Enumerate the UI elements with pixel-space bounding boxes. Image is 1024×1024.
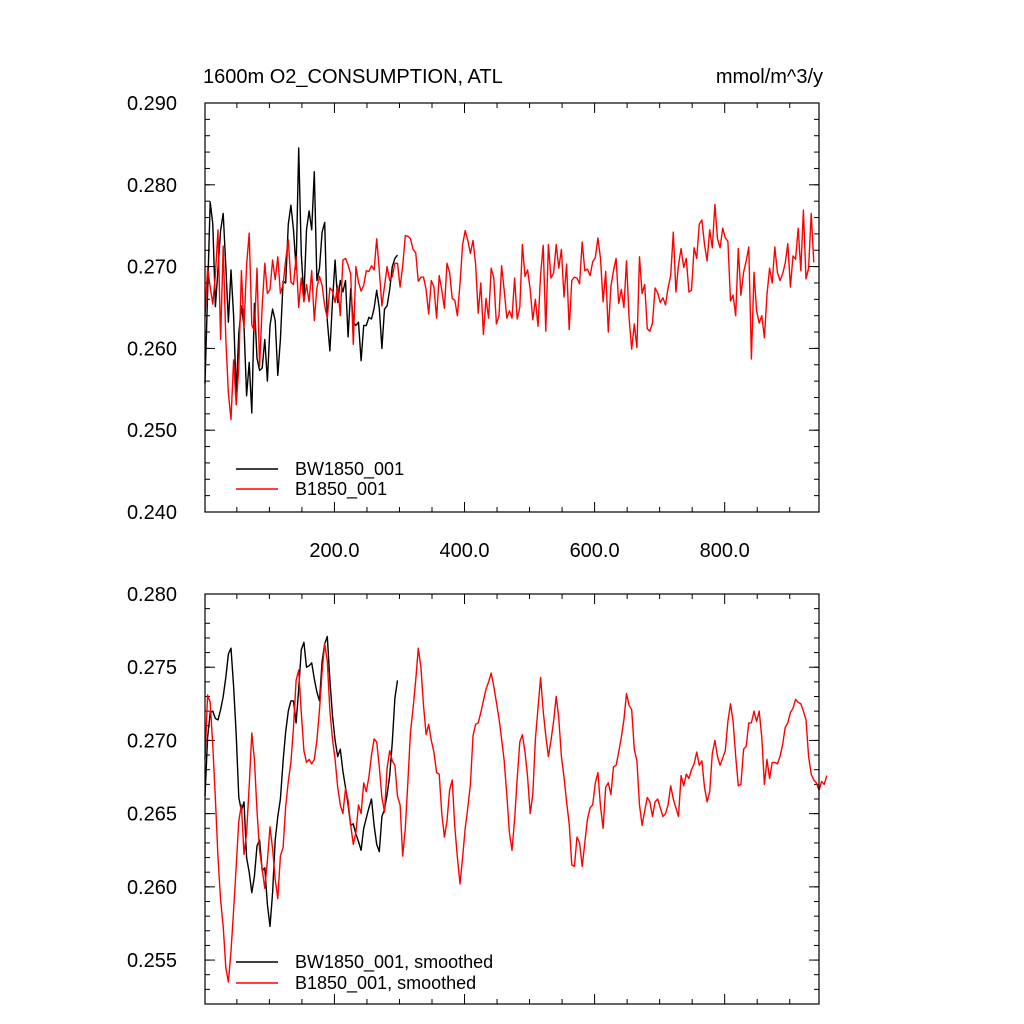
bottom-y-tick-label: 0.255	[127, 950, 177, 972]
top-x-tick-label: 400.0	[439, 540, 489, 562]
top-y-tick-label: 0.290	[127, 93, 177, 115]
top-x-tick-label: 600.0	[570, 540, 620, 562]
bottom-y-tick-label: 0.260	[127, 877, 177, 899]
bottom-series-line-b1850	[204, 643, 828, 983]
bottom-panel: 0.255 0.260 0.265 0.270 0.275 0.280 BW1850_00…	[127, 584, 828, 1005]
top-x-tick-label: 800.0	[700, 540, 750, 562]
bottom-plot-frame	[204, 593, 820, 1005]
top-series-line-b1850	[204, 203, 815, 421]
bottom-series-line-bw1850	[204, 635, 399, 928]
bottom-axis-ticks: 0.255 0.260 0.265 0.270 0.275 0.280	[127, 584, 819, 1005]
top-series-line-bw1850	[204, 147, 399, 414]
top-plot-frame	[204, 102, 820, 513]
top-legend-label-bw1850: BW1850_001	[295, 459, 404, 480]
bottom-y-tick-label: 0.275	[127, 657, 177, 679]
top-x-tick-label: 200.0	[309, 540, 359, 562]
bottom-series-group	[204, 635, 828, 983]
bottom-legend: BW1850_001, smoothed B1850_001, smoothed	[236, 952, 493, 994]
bottom-y-tick-label: 0.270	[127, 730, 177, 752]
bottom-legend-label-b1850-smoothed: B1850_001, smoothed	[295, 973, 476, 994]
bottom-y-tick-label: 0.280	[127, 584, 177, 606]
top-legend: BW1850_001 B1850_001	[236, 459, 404, 500]
bottom-legend-label-bw1850-smoothed: BW1850_001, smoothed	[295, 952, 493, 973]
top-panel: 1600m O2_CONSUMPTION, ATL mmol/m^3/y 0.2…	[127, 66, 823, 562]
top-y-tick-label: 0.240	[127, 502, 177, 524]
top-chart-title: 1600m O2_CONSUMPTION, ATL	[203, 66, 503, 88]
top-axis-ticks: 0.240 0.250 0.260 0.270 0.280 0.290 200.0 400.0…	[127, 93, 819, 562]
top-y-tick-label: 0.260	[127, 338, 177, 360]
top-series-group	[204, 147, 815, 421]
top-y-tick-label: 0.280	[127, 175, 177, 197]
top-legend-label-b1850: B1850_001	[295, 479, 387, 500]
top-y-tick-label: 0.270	[127, 257, 177, 279]
top-y-tick-label: 0.250	[127, 420, 177, 442]
bottom-y-tick-label: 0.265	[127, 804, 177, 826]
top-chart-units: mmol/m^3/y	[716, 66, 823, 88]
